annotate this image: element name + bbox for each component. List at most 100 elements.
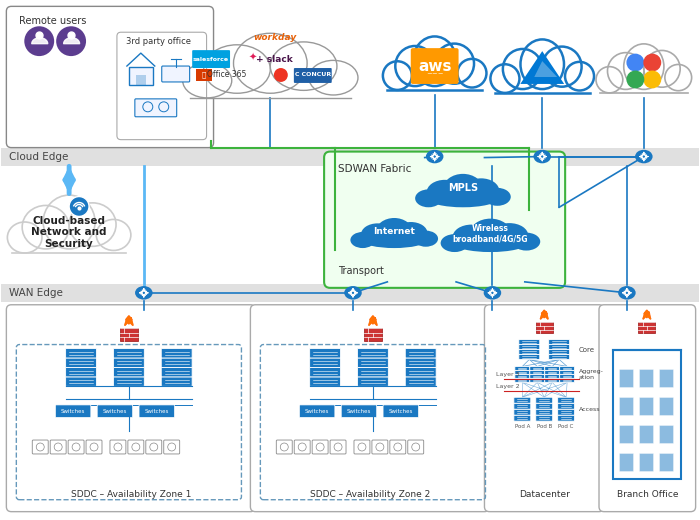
Text: Switches: Switches bbox=[389, 409, 413, 414]
Ellipse shape bbox=[97, 219, 131, 251]
Circle shape bbox=[69, 197, 89, 216]
Polygon shape bbox=[125, 316, 133, 326]
Ellipse shape bbox=[512, 232, 540, 251]
Text: Switches: Switches bbox=[346, 409, 371, 414]
Text: Pod C: Pod C bbox=[559, 424, 574, 429]
FancyBboxPatch shape bbox=[128, 440, 144, 454]
FancyBboxPatch shape bbox=[364, 328, 382, 341]
FancyBboxPatch shape bbox=[536, 397, 553, 403]
FancyBboxPatch shape bbox=[560, 367, 575, 370]
FancyBboxPatch shape bbox=[196, 69, 212, 81]
FancyBboxPatch shape bbox=[117, 32, 206, 140]
FancyBboxPatch shape bbox=[161, 377, 192, 386]
FancyBboxPatch shape bbox=[639, 453, 653, 471]
Ellipse shape bbox=[596, 67, 623, 93]
Ellipse shape bbox=[309, 60, 358, 95]
FancyBboxPatch shape bbox=[519, 349, 540, 355]
Ellipse shape bbox=[665, 64, 692, 90]
Ellipse shape bbox=[463, 178, 499, 203]
Ellipse shape bbox=[413, 36, 456, 86]
Ellipse shape bbox=[270, 42, 337, 90]
Ellipse shape bbox=[376, 218, 412, 246]
FancyBboxPatch shape bbox=[619, 397, 633, 415]
FancyBboxPatch shape bbox=[549, 349, 570, 355]
FancyBboxPatch shape bbox=[162, 66, 190, 82]
FancyBboxPatch shape bbox=[66, 377, 97, 386]
Polygon shape bbox=[643, 310, 651, 319]
FancyBboxPatch shape bbox=[354, 440, 370, 454]
Ellipse shape bbox=[610, 69, 678, 93]
Text: Switches: Switches bbox=[61, 409, 85, 414]
FancyBboxPatch shape bbox=[514, 409, 531, 415]
FancyBboxPatch shape bbox=[136, 75, 146, 85]
FancyBboxPatch shape bbox=[530, 367, 545, 370]
Ellipse shape bbox=[565, 62, 594, 90]
Circle shape bbox=[643, 71, 662, 88]
FancyBboxPatch shape bbox=[514, 415, 531, 421]
Ellipse shape bbox=[204, 45, 270, 93]
FancyBboxPatch shape bbox=[390, 440, 406, 454]
FancyBboxPatch shape bbox=[358, 358, 388, 368]
FancyBboxPatch shape bbox=[66, 368, 97, 377]
FancyBboxPatch shape bbox=[639, 369, 653, 387]
FancyBboxPatch shape bbox=[6, 305, 256, 512]
FancyBboxPatch shape bbox=[411, 48, 458, 84]
FancyBboxPatch shape bbox=[251, 305, 489, 512]
Ellipse shape bbox=[608, 53, 644, 89]
FancyBboxPatch shape bbox=[146, 440, 162, 454]
Polygon shape bbox=[125, 316, 133, 326]
FancyBboxPatch shape bbox=[68, 440, 84, 454]
FancyBboxPatch shape bbox=[324, 152, 565, 288]
Ellipse shape bbox=[363, 233, 426, 248]
FancyBboxPatch shape bbox=[276, 440, 292, 454]
FancyBboxPatch shape bbox=[113, 348, 144, 358]
FancyBboxPatch shape bbox=[358, 377, 388, 386]
Text: ~~~: ~~~ bbox=[426, 71, 444, 77]
Ellipse shape bbox=[135, 286, 153, 300]
Circle shape bbox=[643, 54, 662, 72]
Text: Pod A: Pod A bbox=[514, 424, 530, 429]
Text: Remote users: Remote users bbox=[20, 16, 87, 27]
FancyBboxPatch shape bbox=[110, 440, 126, 454]
FancyBboxPatch shape bbox=[659, 369, 673, 387]
FancyBboxPatch shape bbox=[405, 368, 436, 377]
Text: ✦: ✦ bbox=[249, 53, 257, 63]
Text: Transport: Transport bbox=[338, 266, 384, 276]
Ellipse shape bbox=[22, 205, 69, 249]
FancyBboxPatch shape bbox=[536, 403, 553, 409]
Polygon shape bbox=[369, 316, 377, 326]
Ellipse shape bbox=[533, 150, 551, 163]
Polygon shape bbox=[540, 310, 548, 319]
Text: 3rd party office: 3rd party office bbox=[126, 37, 191, 46]
Circle shape bbox=[56, 26, 86, 56]
FancyBboxPatch shape bbox=[659, 397, 673, 415]
Ellipse shape bbox=[69, 203, 116, 246]
Ellipse shape bbox=[635, 150, 652, 163]
Circle shape bbox=[626, 54, 644, 72]
Text: Cloud-based
Network and
Security: Cloud-based Network and Security bbox=[32, 216, 107, 249]
FancyBboxPatch shape bbox=[514, 370, 530, 374]
Ellipse shape bbox=[435, 44, 474, 84]
Text: Layer 2: Layer 2 bbox=[496, 384, 520, 389]
Text: SDDC – Availability Zone 2: SDDC – Availability Zone 2 bbox=[310, 490, 430, 499]
FancyBboxPatch shape bbox=[309, 368, 340, 377]
FancyBboxPatch shape bbox=[6, 6, 214, 148]
Text: Datacenter: Datacenter bbox=[519, 490, 570, 499]
Ellipse shape bbox=[398, 63, 472, 90]
FancyBboxPatch shape bbox=[530, 379, 545, 382]
Polygon shape bbox=[643, 310, 651, 319]
FancyBboxPatch shape bbox=[558, 409, 575, 415]
FancyBboxPatch shape bbox=[545, 370, 560, 374]
FancyBboxPatch shape bbox=[139, 405, 174, 418]
FancyBboxPatch shape bbox=[558, 397, 575, 403]
FancyBboxPatch shape bbox=[405, 358, 436, 368]
Text: Office 365: Office 365 bbox=[206, 71, 246, 80]
Text: salesforce: salesforce bbox=[193, 57, 229, 61]
Ellipse shape bbox=[361, 224, 394, 246]
FancyBboxPatch shape bbox=[514, 403, 531, 409]
Text: workday: workday bbox=[253, 33, 297, 42]
Text: MPLS: MPLS bbox=[448, 184, 478, 193]
FancyBboxPatch shape bbox=[312, 440, 328, 454]
FancyBboxPatch shape bbox=[536, 322, 552, 333]
FancyBboxPatch shape bbox=[545, 379, 560, 382]
